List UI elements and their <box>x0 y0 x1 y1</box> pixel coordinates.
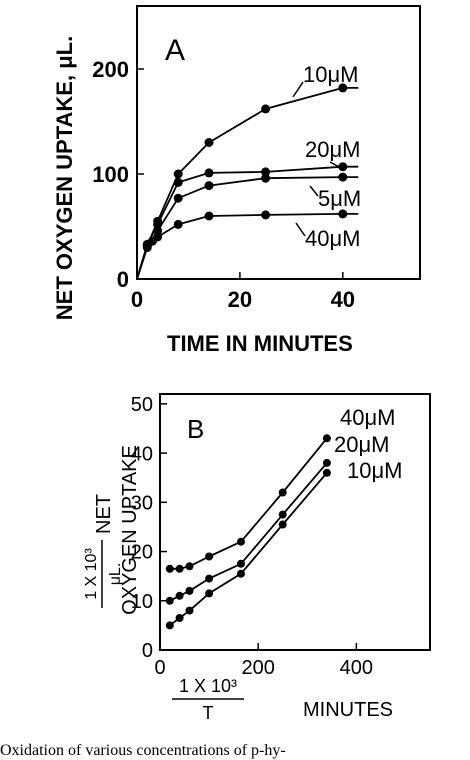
panel-a-data-point-10uM <box>261 104 271 114</box>
panel-a-data-point-40uM <box>204 211 214 221</box>
series-label-10uM-a: 10μM <box>303 62 358 87</box>
panel-b-series-line-40uM <box>169 437 328 570</box>
panel-b-data-point-40uM <box>322 434 331 443</box>
panel-b-y-label-line2: OXYGEN UPTAKE <box>119 445 141 615</box>
panel-a-data-point-5uM <box>204 181 214 191</box>
panel-b-data-point-20uM <box>278 510 287 519</box>
panel-a-y-tick-label: 200 <box>92 57 129 82</box>
panel-a-data-point-5uM <box>261 173 271 183</box>
panel-a-x-tick-label: 40 <box>331 287 355 312</box>
panel-b-data-point-20uM <box>237 559 245 568</box>
panel-b-data-point-20uM <box>205 574 214 583</box>
panel-a-data-point-40uM <box>173 219 183 229</box>
panel-b-data-point-10uM <box>165 621 174 630</box>
panel-b-data-point-40uM <box>165 564 174 573</box>
panel-b-data-point-20uM <box>185 586 194 595</box>
panel-b: B 0 10 20 30 40 50 0 200 400 40μM 20μM 10μM 1 X… <box>83 393 431 723</box>
series-label-pointer-40uM-a <box>295 222 306 237</box>
panel-b-x-label-numerator: 1 X 10³ <box>179 676 237 696</box>
panel-a-data-point-10uM <box>338 83 348 93</box>
panel-b-data-point-10uM <box>185 606 194 615</box>
series-label-pointer-10uM-a <box>292 81 304 98</box>
panel-a-y-tick-label: 0 <box>117 267 129 292</box>
panel-b-data-point-40uM <box>237 537 245 546</box>
panel-a: A 0 100 200 0 20 40 10μM 20μM 5μM 40μM TIME … <box>52 5 421 356</box>
panel-a-label: A <box>165 34 185 67</box>
panel-b-data-point-10uM <box>237 569 245 578</box>
panel-b-data-point-20uM <box>175 591 184 600</box>
panel-a-data-point-5uM <box>338 172 348 182</box>
panel-b-frame <box>159 393 431 651</box>
series-label-pointer-5uM-a <box>309 185 319 197</box>
series-label-5uM-a: 5μM <box>318 186 361 211</box>
panel-b-data-point-10uM <box>278 520 287 529</box>
panel-b-x-label-denominator: T <box>203 703 214 723</box>
panel-a-frame <box>136 5 421 280</box>
panel-b-y-tick-label: 20 <box>131 542 153 564</box>
panel-b-x-tick-label: 0 <box>154 657 165 679</box>
series-label-20uM-a: 20μM <box>305 137 360 162</box>
panel-a-data-point-5uM <box>173 193 183 203</box>
panel-b-x-label-unit: MINUTES <box>303 699 393 721</box>
panel-b-x-tick-label: 400 <box>340 657 373 679</box>
panel-a-x-tick-label: 0 <box>131 287 143 312</box>
series-label-20uM-b: 20μM <box>334 432 389 457</box>
panel-b-x-tick-label: 200 <box>241 657 274 679</box>
panel-b-y-tick-label: 40 <box>131 443 153 465</box>
panel-b-data-point-40uM <box>175 564 184 573</box>
panel-b-y-label-denominator: μL. <box>107 563 124 586</box>
panel-b-y-tick-label: 10 <box>131 591 153 613</box>
series-label-40uM-a: 40μM <box>305 226 360 251</box>
panel-b-data-point-20uM <box>165 596 174 605</box>
panel-b-y-tick-label: 50 <box>131 394 153 416</box>
panel-a-data-point-10uM <box>173 169 183 179</box>
panel-a-x-tick-label: 20 <box>228 287 252 312</box>
panel-b-y-tick-label: 30 <box>131 493 153 515</box>
panel-a-data-point-20uM <box>338 162 348 172</box>
panel-a-data-point-10uM <box>204 138 214 147</box>
panel-b-data-point-20uM <box>322 458 331 467</box>
panel-a-data-point-40uM <box>338 209 348 219</box>
panel-b-y-label-numerator: 1 X 10³ <box>83 548 100 600</box>
panel-b-label: B <box>187 414 204 444</box>
series-label-pointer-20uM-a <box>329 161 346 171</box>
panel-a-data-point-5uM <box>153 226 163 236</box>
panel-a-data-point-20uM <box>173 177 183 187</box>
panel-a-y-tick-label: 100 <box>92 162 129 187</box>
panel-a-series-line-20uM <box>136 165 359 280</box>
panel-a-data-point-20uM <box>204 168 214 178</box>
panel-a-x-axis-title: TIME IN MINUTES <box>167 331 353 356</box>
panel-a-y-axis-title: NET OXYGEN UPTAKE, μL. <box>52 36 77 320</box>
series-label-10uM-b: 10μM <box>347 458 402 483</box>
panel-b-series-line-10uM <box>169 472 328 627</box>
panel-b-data-point-10uM <box>205 589 214 598</box>
panel-b-data-point-40uM <box>185 562 194 571</box>
panel-b-data-point-10uM <box>322 468 331 477</box>
panel-b-data-point-10uM <box>175 614 184 622</box>
panel-a-data-point-20uM <box>153 219 163 229</box>
panel-b-data-point-40uM <box>205 552 214 561</box>
panel-b-y-tick-label: 0 <box>142 640 153 662</box>
series-label-40uM-b: 40μM <box>340 405 395 430</box>
panel-a-data-point-20uM <box>261 167 271 177</box>
panel-b-data-point-40uM <box>278 488 287 497</box>
panel-a-data-point-40uM <box>261 210 271 220</box>
panel-b-y-label-net: NET <box>93 494 115 534</box>
panel-a-data-point-40uM <box>153 232 163 242</box>
figure-caption: Oxidation of various concentrations of p… <box>0 742 286 759</box>
